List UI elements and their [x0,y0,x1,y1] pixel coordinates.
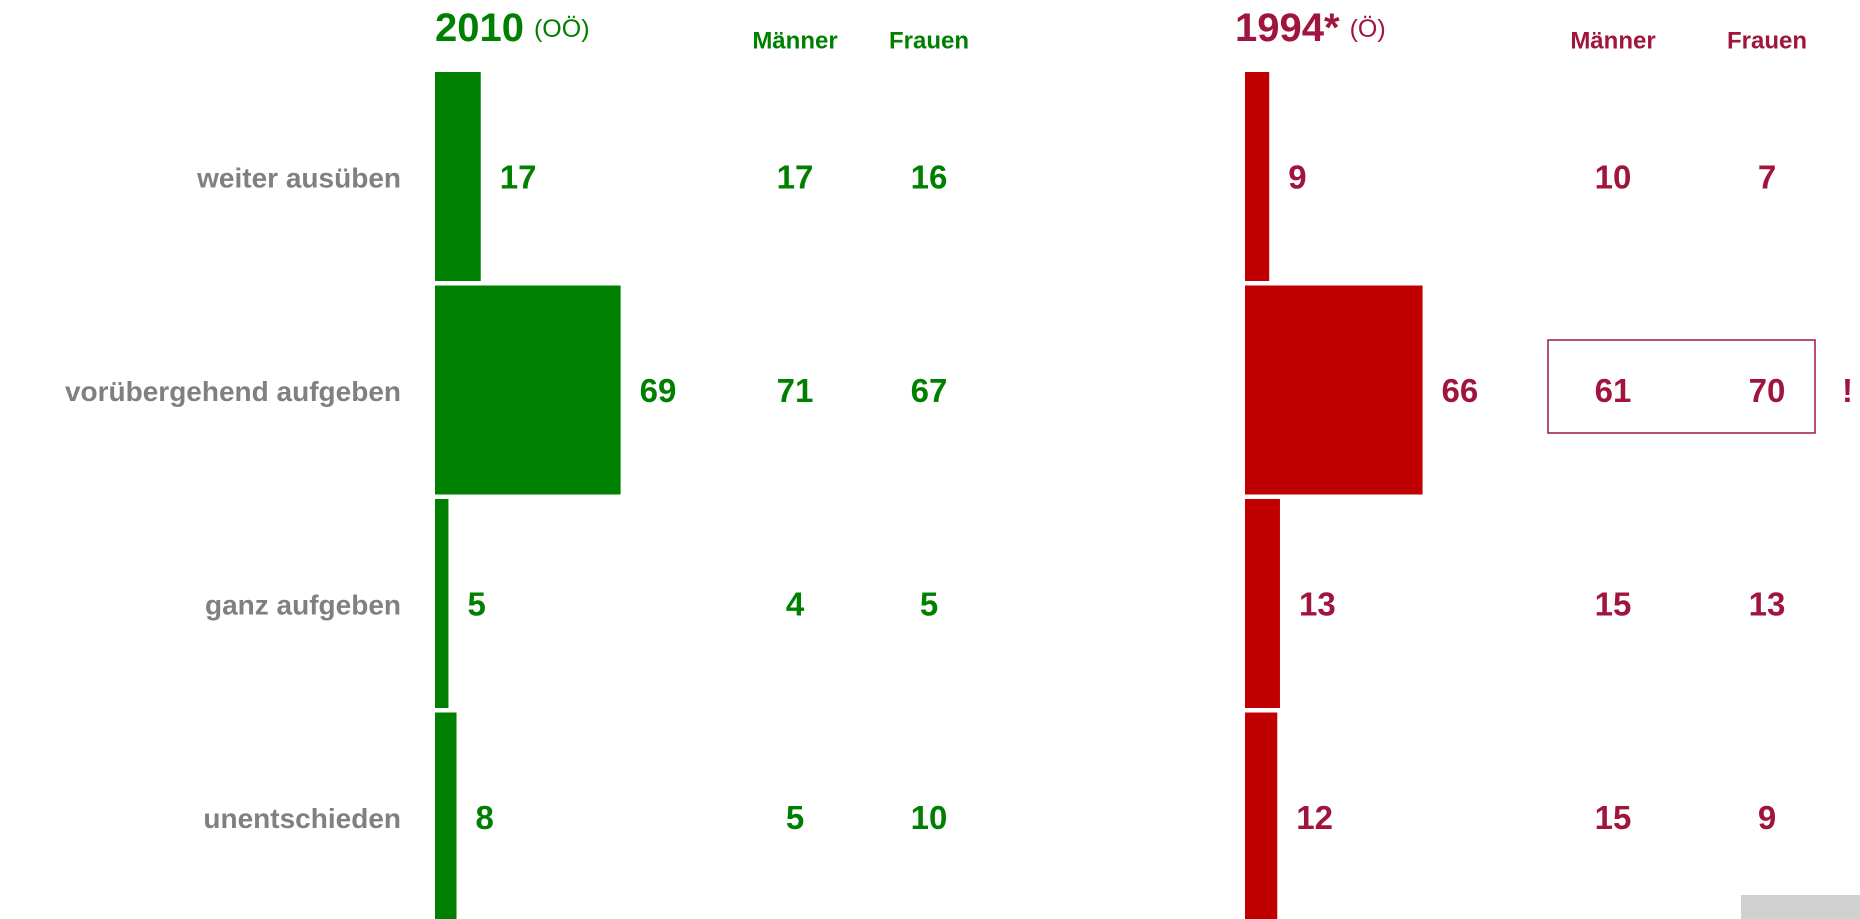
column-header: Männer [1570,27,1655,54]
value-label: 8 [476,799,494,836]
column-value: 70 [1749,372,1786,409]
category-label: weiter ausüben [196,162,401,193]
value-label: 5 [467,586,485,623]
column-value: 16 [911,159,948,196]
bar [1245,72,1270,281]
column-value: 9 [1758,799,1776,836]
category-label: unentschieden [203,803,401,834]
column-value: 61 [1595,372,1632,409]
value-label: 12 [1296,799,1333,836]
column-value: 7 [1758,159,1776,196]
value-label: 9 [1288,159,1306,196]
bar [435,712,457,919]
title: 1994* [1235,6,1340,50]
bar [435,285,621,495]
column-value: 15 [1595,586,1632,623]
column-header: Frauen [1727,27,1807,54]
highlight-box [1547,339,1816,434]
column-value: 71 [777,372,814,409]
subtitle: (OÖ) [534,15,590,43]
bar [1245,712,1278,919]
column-value: 10 [1595,159,1632,196]
chart-title: 2010 (OÖ) [435,6,590,50]
subtitle: (Ö) [1350,15,1386,43]
annotation: ! [1842,372,1853,409]
column-value: 5 [920,586,938,623]
title: 2010 [435,6,524,50]
category-label: ganz aufgeben [205,589,401,620]
column-value: 67 [911,372,948,409]
bar [1245,499,1280,708]
column-value: 4 [786,586,805,623]
column-header: Frauen [889,27,969,54]
column-value: 5 [786,799,804,836]
column-value: 15 [1595,799,1632,836]
column-value: 17 [777,159,814,196]
bar [1245,285,1423,495]
column-value: 13 [1749,586,1786,623]
column-value: 10 [911,799,948,836]
column-header: Männer [752,27,837,54]
chart-title: 1994* (Ö) [1235,6,1386,50]
bar [435,499,449,708]
value-label: 69 [640,372,677,409]
footer-box [1741,895,1860,919]
value-label: 13 [1299,586,1336,623]
category-label: vorübergehend aufgeben [65,376,401,407]
bar [435,72,481,281]
value-label: 66 [1442,372,1479,409]
value-label: 17 [500,159,537,196]
